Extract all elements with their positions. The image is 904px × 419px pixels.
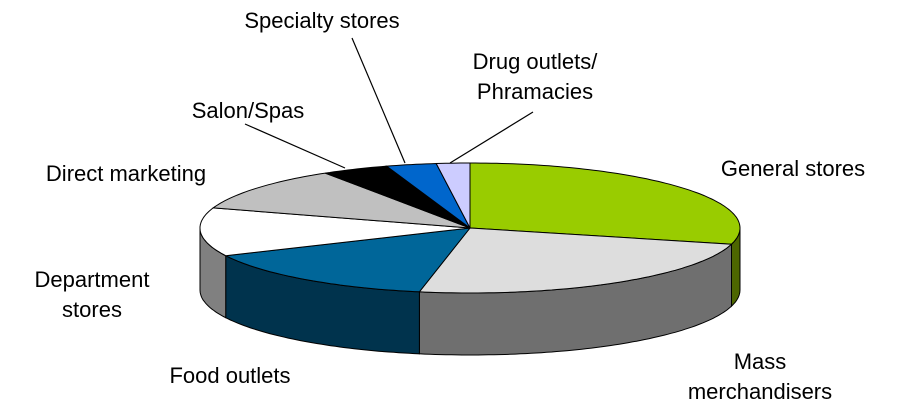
category-label: Department stores — [35, 267, 150, 322]
category-label: General stores — [721, 156, 865, 181]
category-label: Mass merchandisers — [688, 349, 832, 404]
pie-slice — [223, 227, 472, 293]
pie-slice — [435, 162, 471, 229]
pie-slice — [469, 162, 741, 245]
category-label: Direct marketing — [46, 161, 206, 186]
category-label: Food outlets — [169, 363, 290, 388]
pie-slice — [418, 227, 733, 294]
leader-line — [449, 111, 534, 164]
category-label: Salon/Spas — [192, 98, 305, 123]
pie-top — [199, 162, 741, 294]
leader-line — [244, 123, 346, 169]
pie-slice — [325, 165, 471, 229]
pie-slice — [199, 207, 471, 257]
category-label: Specialty stores — [244, 8, 399, 33]
pie-slice — [211, 172, 471, 229]
leader-line — [351, 37, 406, 164]
pie-slice — [385, 162, 471, 229]
pie-sides — [199, 227, 741, 356]
category-label: Drug outlets/Phramacies — [473, 49, 599, 104]
